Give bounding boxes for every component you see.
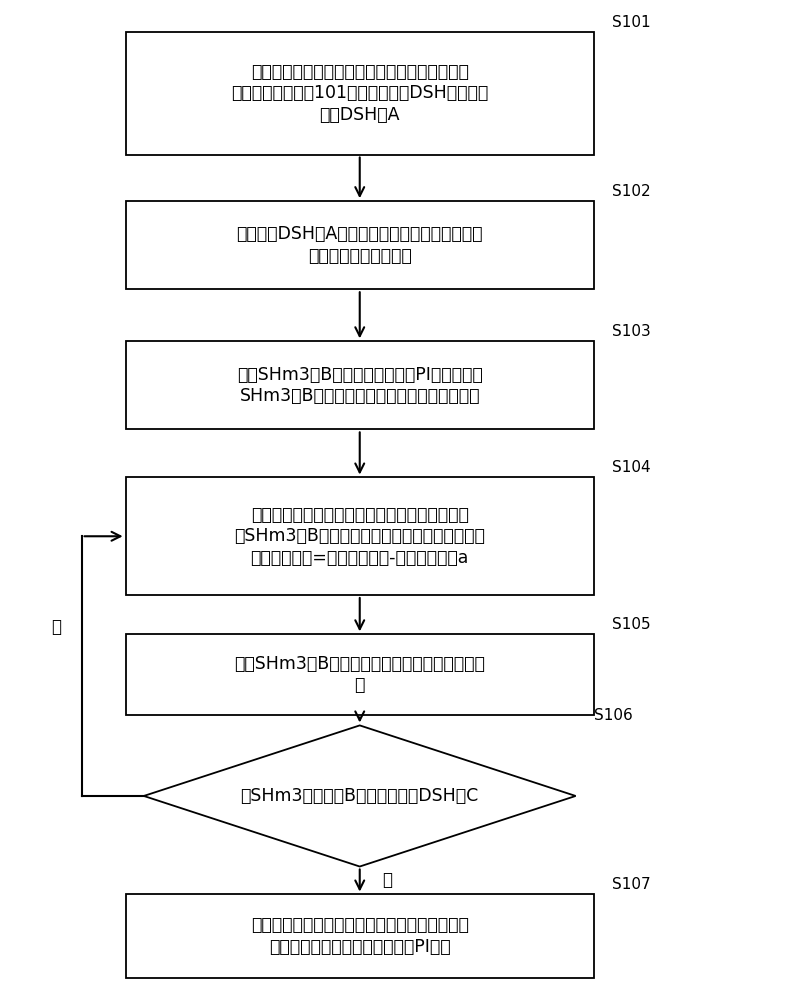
Bar <box>125 894 594 978</box>
Text: S102: S102 <box>612 184 651 199</box>
Text: S106: S106 <box>594 708 633 723</box>
Text: S101: S101 <box>612 15 651 30</box>
Bar <box>125 477 594 595</box>
Bar <box>125 341 594 429</box>
Text: 将第二节流阀的开度稳定在当前较小开度，或者: 将第二节流阀的开度稳定在当前较小开度，或者 <box>251 916 469 934</box>
Text: S103: S103 <box>612 324 651 339</box>
Text: S107: S107 <box>612 877 651 892</box>
Text: 制: 制 <box>355 676 365 694</box>
Text: 如果判断DSH＜A，说明压缩机存在回液风险，初: 如果判断DSH＜A，说明压缩机存在回液风险，初 <box>236 225 483 243</box>
Text: 作时，获取压缩机101的排气过热度DSH，并判断: 作时，获取压缩机101的排气过热度DSH，并判断 <box>231 84 489 102</box>
Text: 然SHm3＜B，则对最小开度进行调小修正，修正: 然SHm3＜B，则对最小开度进行调小修正，修正 <box>235 527 485 545</box>
Text: 根据SHm3和B对第二节流阀进行PI调节，如果: 根据SHm3和B对第二节流阀进行PI调节，如果 <box>237 366 482 384</box>
Text: 是否DSH＜A: 是否DSH＜A <box>320 106 400 124</box>
Text: 当第二节流阀的开度调节到最小开度时，如果依: 当第二节流阀的开度调节到最小开度时，如果依 <box>251 506 469 524</box>
Text: 当SHm3再次达到B时，判断是否DSH＞C: 当SHm3再次达到B时，判断是否DSH＞C <box>241 787 478 805</box>
Bar <box>125 32 594 155</box>
Polygon shape <box>144 725 575 867</box>
Text: 否: 否 <box>51 618 61 636</box>
Text: S105: S105 <box>612 617 651 632</box>
Bar <box>125 201 594 289</box>
Text: SHm3＜B，则对第二节流阀进行开度调小控制: SHm3＜B，则对第二节流阀进行开度调小控制 <box>239 387 480 405</box>
Text: 多联机系统在主制冷模式或纯制冷模式下进行工: 多联机系统在主制冷模式或纯制冷模式下进行工 <box>251 63 469 81</box>
Text: S104: S104 <box>612 460 651 476</box>
Bar <box>125 634 594 715</box>
Text: 根据工况变化对第二节流阀进行PI调节: 根据工况变化对第二节流阀进行PI调节 <box>269 938 450 956</box>
Text: 根据SHm3和B继续对第二节流阀进行开度调小控: 根据SHm3和B继续对第二节流阀进行开度调小控 <box>235 655 485 673</box>
Text: 后的最小开度=当前最小开度-预设开度阈值a: 后的最小开度=当前最小开度-预设开度阈值a <box>250 549 469 567</box>
Text: 是: 是 <box>382 871 392 889</box>
Text: 始化第二节流阀的开度: 始化第二节流阀的开度 <box>308 247 412 265</box>
